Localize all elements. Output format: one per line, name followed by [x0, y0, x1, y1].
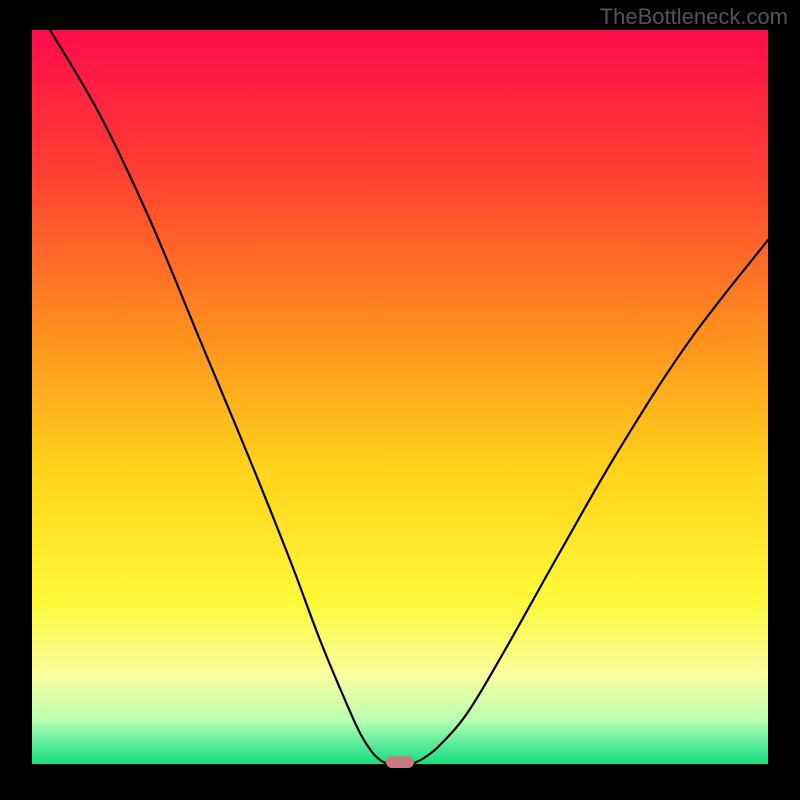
chart-frame: TheBottleneck.com: [0, 0, 800, 800]
watermark-text: TheBottleneck.com: [600, 4, 788, 30]
plot-background: [32, 30, 768, 764]
bottleneck-chart: [0, 0, 800, 800]
optimal-marker: [386, 756, 414, 768]
